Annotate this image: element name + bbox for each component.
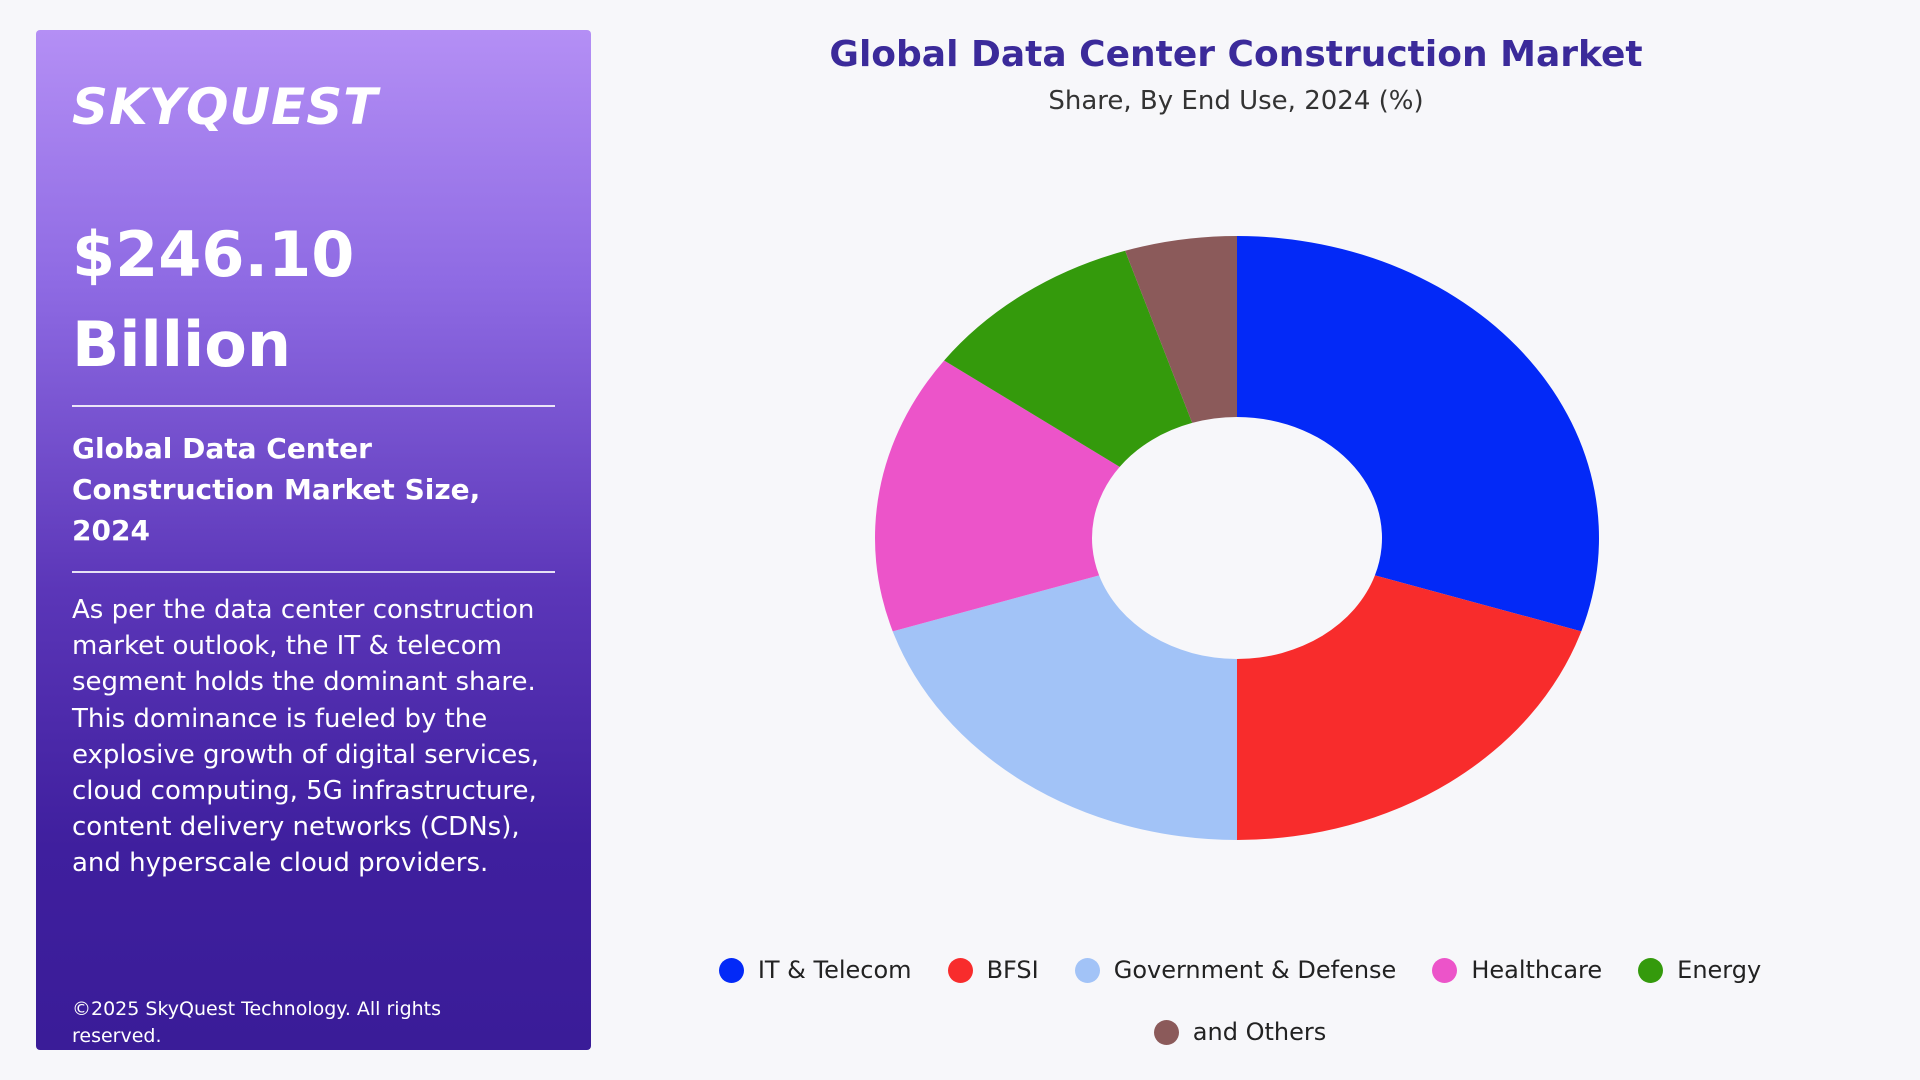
legend-item: Energy: [1638, 956, 1761, 984]
legend-swatch: [1432, 957, 1458, 983]
legend-swatch: [947, 957, 973, 983]
legend-swatch: [1638, 957, 1664, 983]
legend-swatch: [1074, 957, 1100, 983]
chart-subtitle: Share, By End Use, 2024 (%): [1048, 86, 1424, 116]
divider: [72, 571, 555, 573]
donut-slice-and-others: [1125, 236, 1237, 423]
donut-slice-government-defense: [892, 575, 1237, 840]
legend-label: IT & Telecom: [757, 956, 912, 984]
legend-label: BFSI: [986, 956, 1039, 984]
donut-slice-bfsi: [1237, 575, 1582, 840]
legend-item: and Others: [1153, 1018, 1327, 1046]
donut-slice-it-telecom: [1237, 236, 1599, 632]
donut-slice-energy: [944, 250, 1193, 467]
donut-slice-healthcare: [874, 360, 1120, 632]
chart-legend: IT & Telecom BFSI Government & Defense Heal…: [600, 956, 1880, 984]
chart-title: Global Data Center Construction Market: [829, 34, 1643, 75]
legend-label: Government & Defense: [1113, 956, 1397, 984]
legend-item: Healthcare: [1432, 956, 1602, 984]
copyright-notice: ©2025 SkyQuest Technology. All rights re…: [72, 998, 442, 1047]
market-size-value: $246.10 Billion: [72, 210, 552, 390]
legend-label: and Others: [1192, 1018, 1327, 1046]
legend-item: IT & Telecom: [718, 956, 912, 984]
market-size-amount: $246.10: [72, 218, 355, 291]
chart-legend-continued: and Others: [600, 1018, 1880, 1046]
divider: [72, 405, 555, 407]
legend-swatch: [1153, 1019, 1179, 1045]
market-description: As per the data center construction mark…: [72, 595, 540, 879]
legend-label: Healthcare: [1471, 956, 1603, 984]
summary-panel: SKYQUEST $246.10 Billion Global Data Cen…: [36, 30, 591, 1050]
legend-item: Government & Defense: [1074, 956, 1397, 984]
legend-item: BFSI: [947, 956, 1039, 984]
skyquest-logo: SKYQUEST: [72, 78, 379, 136]
legend-label: Energy: [1677, 956, 1762, 984]
legend-swatch: [718, 957, 744, 983]
market-size-unit: Billion: [72, 308, 291, 381]
market-size-title: Global Data Center Construction Market S…: [72, 432, 481, 547]
